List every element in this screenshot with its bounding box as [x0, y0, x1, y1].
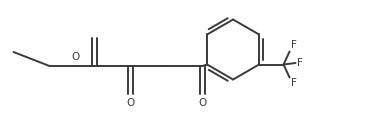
Text: O: O — [126, 98, 135, 108]
Text: O: O — [71, 52, 79, 62]
Text: O: O — [198, 98, 206, 108]
Text: F: F — [291, 41, 296, 51]
Text: F: F — [291, 79, 296, 88]
Text: F: F — [296, 58, 302, 69]
